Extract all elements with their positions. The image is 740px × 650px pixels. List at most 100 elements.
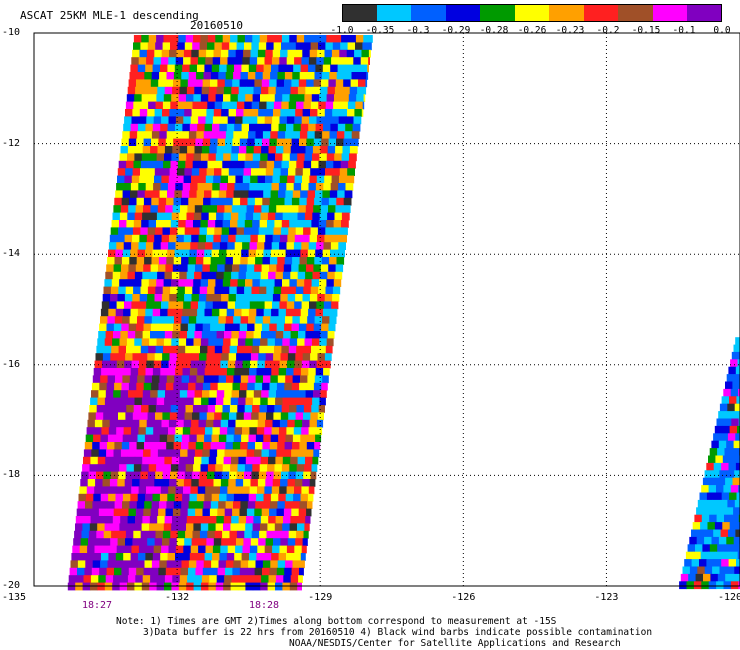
swath-cell [295,294,303,302]
swath-cell [139,234,148,243]
swath-cell [298,331,306,339]
swath-cell [270,72,278,80]
swath-cell [358,79,366,88]
swath-cell [311,35,320,43]
swath-cell [131,360,140,369]
swath-cell [123,368,132,376]
swath-cell [238,153,246,162]
swath-cell [732,477,740,486]
swath-cell [716,514,725,523]
swath-cell [221,353,230,361]
swath-cell [230,279,238,287]
swath-cell [292,560,301,569]
swath-cell [263,434,272,443]
swath-cell [234,308,242,317]
swath-cell [98,449,107,458]
swath-cell [129,375,138,384]
swath-cell [108,493,116,502]
swath-cell [370,35,373,43]
swath-cell [216,456,224,465]
swath-cell [158,323,167,332]
swath-cell [108,308,117,317]
swath-cell [271,57,280,65]
swath-cell [280,479,288,487]
swath-cell [259,35,268,43]
swath-cell [334,271,343,280]
swath-cell [136,323,144,332]
swath-cell [147,42,156,51]
swath-cell [113,331,121,339]
swath-cell [701,485,709,493]
swath-cell [129,560,138,569]
swath-cell [305,456,313,465]
swath-cell [174,131,182,139]
swath-cell [190,183,198,191]
swath-cell [237,464,246,472]
swath-cell [326,94,335,102]
swath-cell [305,86,314,95]
swath-cell [330,242,339,250]
swath-cell [314,72,323,80]
swath-cell [293,427,302,435]
swath-cell [229,412,237,421]
swath-cell [323,57,332,65]
swath-cell [199,530,208,539]
swath-cell [284,567,292,576]
swath-cell [252,523,261,532]
swath-cell [296,530,304,539]
map-title: ASCAT 25KM MLE-1 descending [20,9,199,22]
swath-cell [224,331,232,339]
swath-cell [228,419,236,428]
swath-cell [222,220,231,228]
swath-cell [260,523,268,532]
swath-cell [268,390,277,398]
swath-cell [140,42,149,51]
swath-cell [272,116,280,125]
swath-cell [339,168,348,176]
swath-cell [713,433,721,442]
swath-cell [180,79,189,88]
swath-cell [277,560,286,569]
swath-cell [201,86,210,95]
swath-cell [737,522,740,530]
swath-cell [240,375,249,384]
swath-cell [222,345,230,354]
swath-cell [245,338,254,347]
swath-cell [259,220,268,228]
swath-cell [106,567,115,576]
swath-cell [235,479,244,487]
swath-cell [127,516,136,524]
swath-cell [732,544,740,553]
swath-cell [222,464,231,472]
swath-cell [319,271,328,280]
swath-cell [167,190,175,199]
swath-cell [181,316,190,324]
swath-cell [277,442,285,450]
swath-cell [275,331,284,339]
swath-cell [169,479,177,487]
swath-cell [193,35,201,43]
swath-cell [141,405,149,413]
swath-cell [279,57,288,65]
swath-cell [721,492,730,501]
swath-cell [152,553,161,561]
swath-cell [189,375,197,384]
swath-cell [119,279,127,287]
swath-cell [701,581,710,590]
swath-cell [98,508,107,517]
swath-cell [198,175,207,184]
swath-cell [244,405,253,413]
swath-cell [153,116,162,125]
swath-cell [292,72,301,80]
swath-cell [228,479,237,487]
swath-cell [116,301,125,310]
swath-cell [295,168,304,176]
swath-cell [219,368,228,376]
swath-cell [216,331,225,339]
swath-cell [187,146,195,154]
swath-cell [316,427,323,435]
swath-cell [696,507,704,516]
x-tick-label: -135 [1,592,27,603]
swath-cell [338,242,346,250]
swath-cell [304,212,313,221]
